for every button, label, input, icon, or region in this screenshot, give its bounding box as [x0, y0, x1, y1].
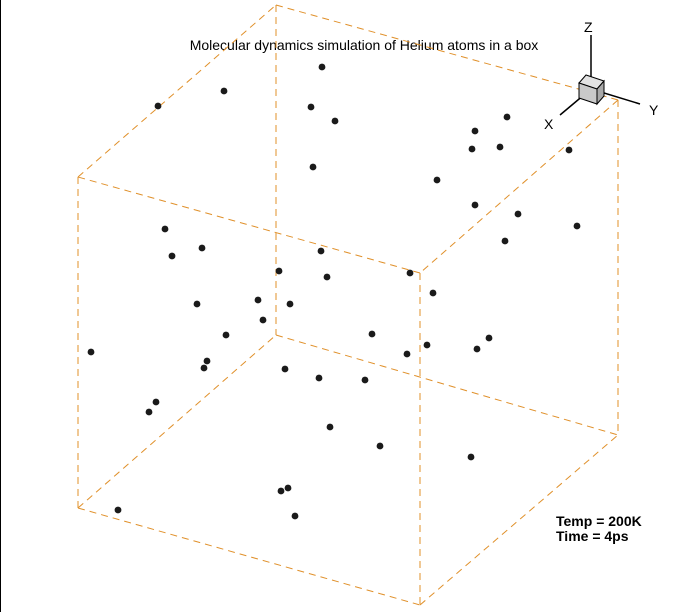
box-edge-bottom-back: [275, 334, 619, 436]
time-readout: Time = 4ps: [556, 528, 629, 544]
helium-atom: [277, 487, 285, 495]
helium-atom: [368, 330, 376, 338]
helium-atom: [485, 334, 493, 342]
helium-atom: [291, 512, 299, 520]
helium-atom: [309, 163, 317, 171]
plot-title: Molecular dynamics simulation of Helium …: [190, 37, 539, 53]
helium-atom: [259, 316, 267, 324]
helium-atom: [376, 442, 384, 450]
orientation-triad[interactable]: Z Y X: [544, 19, 659, 132]
box-edge-top-left: [77, 4, 277, 178]
helium-atom: [317, 247, 325, 255]
helium-atom: [200, 364, 208, 372]
helium-atom: [565, 146, 573, 154]
x-axis-label: X: [544, 116, 554, 132]
helium-atom: [331, 117, 339, 125]
viewport-border: [0, 0, 1, 612]
helium-atom: [471, 201, 479, 209]
helium-atom: [281, 365, 289, 373]
helium-atom: [315, 374, 323, 382]
helium-atom: [220, 87, 228, 95]
helium-atom: [87, 348, 95, 356]
helium-atom: [471, 127, 479, 135]
helium-atom: [406, 269, 414, 277]
helium-atom: [114, 506, 122, 514]
helium-atom: [361, 376, 369, 384]
helium-atom: [145, 408, 153, 416]
helium-atom: [501, 237, 509, 245]
helium-atom: [514, 210, 522, 218]
helium-atom: [203, 357, 211, 365]
simulation-box: [77, 4, 619, 606]
helium-atom: [193, 300, 201, 308]
box-edge-top-right: [419, 99, 619, 274]
helium-atom: [423, 341, 431, 349]
helium-atom: [161, 225, 169, 233]
helium-atom: [429, 289, 437, 297]
helium-atom: [254, 296, 262, 304]
helium-atom: [403, 350, 411, 358]
helium-atom: [326, 423, 334, 431]
helium-atom: [473, 345, 481, 353]
helium-atom: [318, 63, 326, 71]
helium-atom: [323, 273, 331, 281]
helium-atom: [275, 267, 283, 275]
helium-atom: [168, 252, 176, 260]
helium-atom: [468, 145, 476, 153]
box-edge-bottom-left: [77, 334, 277, 509]
box-edge-bottom-front: [77, 507, 421, 606]
box-edge-bottom-right: [419, 434, 619, 606]
helium-atom: [152, 398, 160, 406]
helium-atom: [284, 484, 292, 492]
helium-atom: [286, 300, 294, 308]
helium-atom: [496, 143, 504, 151]
atoms-group: [87, 63, 581, 520]
y-axis-label: Y: [649, 102, 659, 118]
helium-atom: [573, 222, 581, 230]
helium-atom: [307, 103, 315, 111]
triad-cube-side: [596, 79, 605, 106]
helium-atom: [222, 331, 230, 339]
z-axis-label: Z: [584, 19, 593, 35]
helium-atom: [467, 453, 475, 461]
helium-atom: [198, 244, 206, 252]
temperature-readout: Temp = 200K: [556, 513, 642, 529]
helium-atom: [433, 176, 441, 184]
box-edge-top-front: [77, 176, 421, 274]
helium-atom: [503, 113, 511, 121]
helium-atom: [154, 102, 162, 110]
